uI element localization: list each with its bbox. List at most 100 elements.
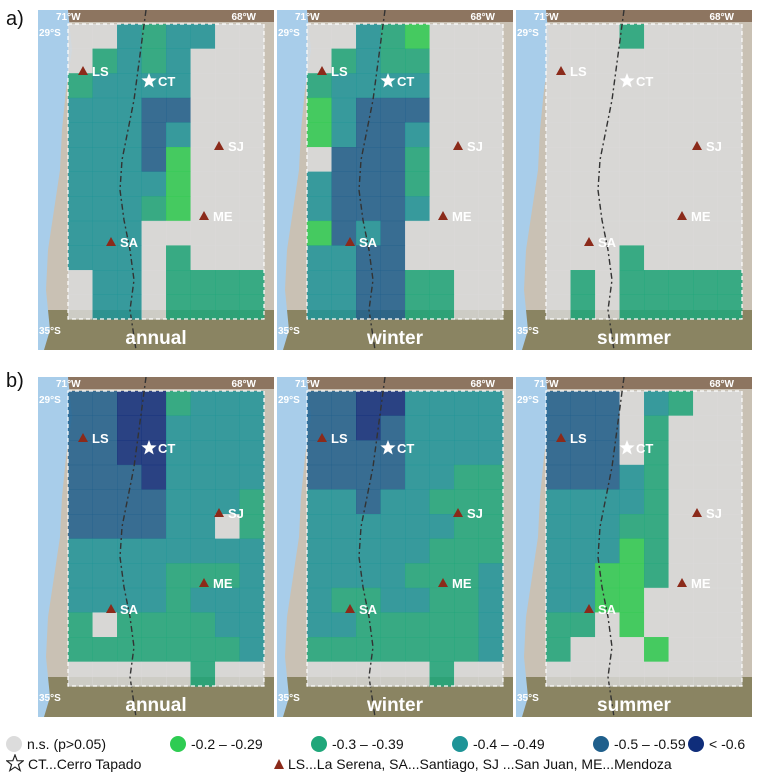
grid-cell <box>478 73 504 99</box>
grid-cell <box>166 245 191 271</box>
city-star-icon <box>619 73 635 88</box>
grid-cell <box>307 171 332 197</box>
city-label: SA <box>359 602 378 617</box>
grid-cell <box>717 171 743 197</box>
grid-cell <box>190 538 216 564</box>
grid-cell <box>570 464 596 490</box>
grid-cell <box>619 147 645 172</box>
grid-cell <box>595 489 620 515</box>
grid-cell <box>546 514 571 539</box>
season-label: summer <box>597 695 672 716</box>
city-triangle-icon <box>584 237 594 246</box>
grid-cell <box>595 97 620 123</box>
grid-cell <box>570 147 596 172</box>
grid-cell <box>570 612 596 638</box>
grid-cell <box>405 415 430 441</box>
grid-cell <box>405 587 430 613</box>
grid-cell <box>644 294 669 320</box>
grid-cell <box>380 563 406 589</box>
grid-cell <box>380 637 406 662</box>
city-triangle-icon <box>214 508 224 517</box>
grid-cell <box>117 122 142 148</box>
city-triangle-icon <box>677 578 687 587</box>
grid-cell <box>405 514 430 539</box>
grid-cell <box>380 415 406 441</box>
terrain-north-band <box>516 377 752 389</box>
city-label: ME <box>691 576 711 591</box>
grid-cell <box>190 612 216 638</box>
grid-cell <box>595 122 620 148</box>
grid-cell <box>68 661 93 687</box>
grid-cell <box>668 122 694 148</box>
grid-cell <box>380 587 406 613</box>
grid-cell <box>693 24 718 49</box>
grid-cell <box>668 294 694 320</box>
grid-cell <box>478 415 504 441</box>
grid-cell <box>92 612 118 638</box>
grid-cell <box>429 220 455 246</box>
legend-ct: CT...Cerro Tapado <box>5 752 142 774</box>
grid-cell <box>239 220 265 246</box>
grid-cell <box>239 122 265 148</box>
grid-cell <box>215 24 240 49</box>
grid-cell <box>595 661 620 687</box>
city-label: SA <box>598 235 617 250</box>
grid-cell <box>717 563 743 589</box>
grid-cell <box>454 538 479 564</box>
grid-cell <box>239 612 265 638</box>
grid-cell <box>478 391 504 416</box>
grid-cell <box>190 464 216 490</box>
city-label: LS <box>570 431 587 446</box>
grid-cell <box>454 24 479 49</box>
grid-cell <box>331 612 357 638</box>
grid-cell <box>239 73 265 99</box>
grid-cell <box>405 489 430 515</box>
grid-cell <box>331 514 357 539</box>
grid-cell <box>117 391 142 416</box>
grid-cell <box>429 415 455 441</box>
grid-cell <box>668 97 694 123</box>
terrain-north-band <box>38 377 274 389</box>
grid-cell <box>331 122 357 148</box>
grid-cell <box>190 24 216 49</box>
grid-cell <box>380 220 406 246</box>
city-triangle-icon <box>438 578 448 587</box>
grid-cell <box>141 171 167 197</box>
grid-cell <box>454 196 479 222</box>
grid-cell <box>619 661 645 687</box>
grid-cell <box>546 122 571 148</box>
grid-cell <box>92 464 118 490</box>
grid-cell <box>141 538 167 564</box>
grid-cell <box>331 48 357 74</box>
grid-cell <box>356 122 381 148</box>
grid-cell <box>717 514 743 539</box>
grid-cell <box>190 661 216 687</box>
grid-cell <box>693 147 718 172</box>
grid-cell <box>166 97 191 123</box>
grid-cell <box>668 391 694 416</box>
grid-cell <box>644 612 669 638</box>
grid-cell <box>380 391 406 416</box>
grid-cell <box>190 122 216 148</box>
grid-cell <box>92 563 118 589</box>
grid-cell <box>619 538 645 564</box>
grid-cell <box>644 270 669 295</box>
grid-cell <box>141 48 167 74</box>
grid-cell <box>307 563 332 589</box>
grid-cell <box>166 270 191 295</box>
grid-cell <box>239 440 265 466</box>
legend-ct-text: CT...Cerro Tapado <box>28 756 142 772</box>
grid-cell <box>595 587 620 613</box>
grid-cell <box>717 245 743 271</box>
season-label: winter <box>366 695 424 716</box>
grid-cell <box>546 171 571 197</box>
grid-cell <box>380 196 406 222</box>
grid-cell <box>307 661 332 687</box>
grid-cell <box>141 24 167 49</box>
grid-cell <box>619 637 645 662</box>
grid-cell <box>68 612 93 638</box>
grid-cell <box>380 464 406 490</box>
grid-cell <box>215 440 240 466</box>
grid-cell <box>92 122 118 148</box>
grid-cell <box>380 270 406 295</box>
